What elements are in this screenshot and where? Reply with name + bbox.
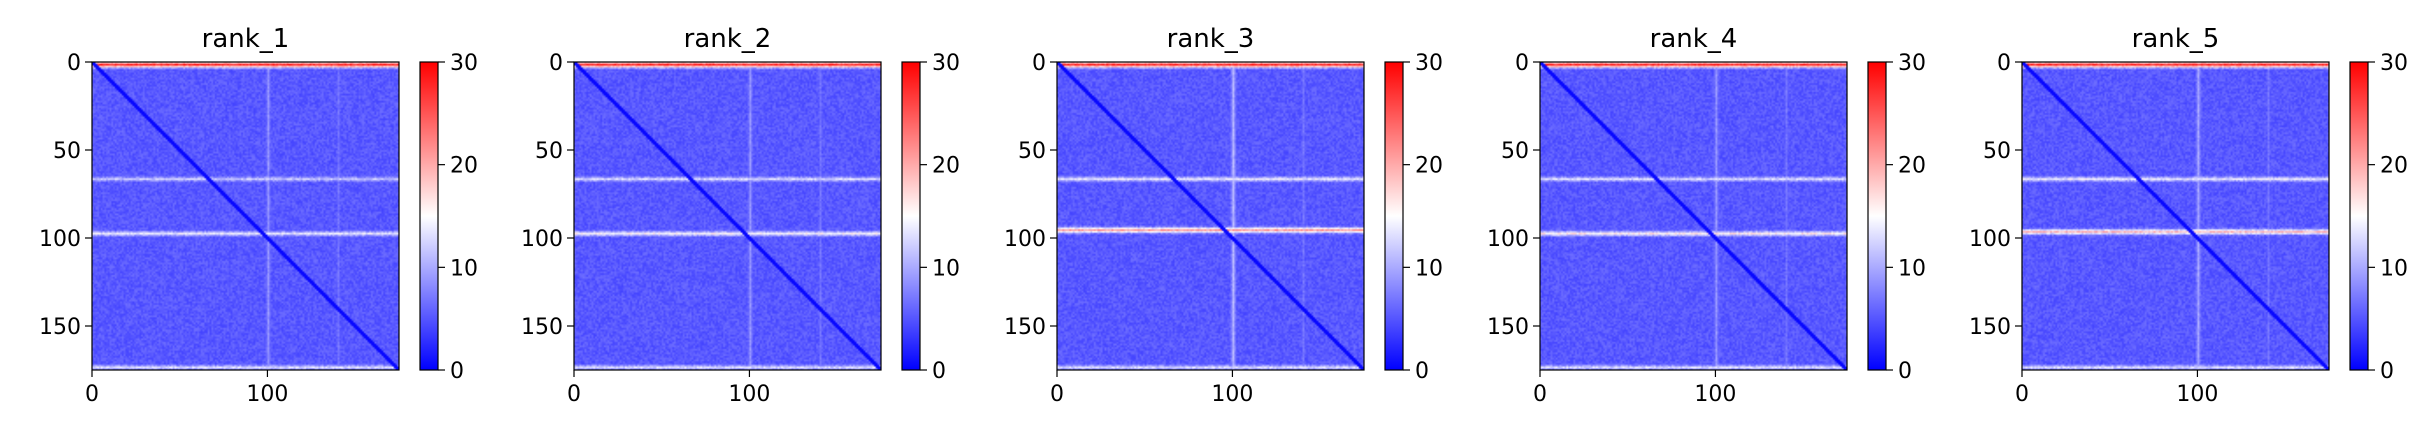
y-tick-label: 50 bbox=[1983, 139, 2011, 164]
colorbar-frame bbox=[1867, 61, 1887, 371]
colorbar bbox=[420, 62, 438, 370]
colorbar-tick-label: 0 bbox=[450, 359, 464, 384]
panel-4: rank_4 0 50 100 150 0 100 0 10 20 30 bbox=[1487, 24, 1926, 407]
panel-1: rank_1 0 50 100 150 0 100 0 10 20 30 bbox=[39, 24, 478, 407]
y-tick-label: 150 bbox=[521, 315, 563, 340]
colorbar-tick-label: 20 bbox=[1898, 154, 1926, 179]
colorbar-tick-label: 30 bbox=[1898, 51, 1926, 76]
y-tick-label: 50 bbox=[1501, 139, 1529, 164]
colorbar-frame bbox=[419, 61, 439, 371]
panel-5: rank_5 0 50 100 150 0 100 0 10 20 30 bbox=[1969, 24, 2408, 407]
heatmap-image bbox=[2022, 62, 2329, 370]
x-tick-label: 0 bbox=[567, 382, 581, 407]
y-tick-label: 150 bbox=[1969, 315, 2011, 340]
y-tick-label: 0 bbox=[1515, 51, 1529, 76]
panel-2: rank_2 0 50 100 150 0 100 0 10 20 30 bbox=[521, 24, 960, 407]
y-tick-label: 100 bbox=[1487, 227, 1529, 252]
y-tick-label: 0 bbox=[549, 51, 563, 76]
colorbar-frame bbox=[1384, 61, 1404, 371]
heatmap-image bbox=[92, 62, 399, 370]
colorbar-tick-label: 10 bbox=[932, 256, 960, 281]
heatmap-frame bbox=[573, 61, 882, 371]
y-tick-label: 100 bbox=[1004, 227, 1046, 252]
heatmap-image bbox=[574, 62, 881, 370]
y-tick-label: 0 bbox=[1997, 51, 2011, 76]
x-tick-label: 0 bbox=[2015, 382, 2029, 407]
colorbar-tick-label: 30 bbox=[1415, 51, 1443, 76]
x-tick-label: 100 bbox=[1694, 382, 1736, 407]
heatmap-frame bbox=[1539, 61, 1848, 371]
colorbar-tick-label: 0 bbox=[1415, 359, 1429, 384]
y-tick-label: 100 bbox=[521, 227, 563, 252]
colorbar-tick-label: 20 bbox=[450, 154, 478, 179]
colorbar-tick-label: 10 bbox=[450, 256, 478, 281]
x-tick-label: 100 bbox=[728, 382, 770, 407]
colorbar-tick-label: 10 bbox=[1415, 256, 1443, 281]
x-tick-label: 100 bbox=[2176, 382, 2218, 407]
y-tick-label: 150 bbox=[39, 315, 81, 340]
colorbar-tick-label: 30 bbox=[2380, 51, 2408, 76]
panel-title: rank_3 bbox=[1167, 24, 1255, 54]
colorbar-tick-label: 10 bbox=[1898, 256, 1926, 281]
colorbar-tick-label: 30 bbox=[932, 51, 960, 76]
colorbar-tick-label: 0 bbox=[2380, 359, 2394, 384]
colorbar bbox=[1385, 62, 1403, 370]
heatmap-image bbox=[1540, 62, 1847, 370]
x-tick-label: 100 bbox=[1211, 382, 1253, 407]
colorbar bbox=[902, 62, 920, 370]
x-tick-label: 0 bbox=[85, 382, 99, 407]
x-tick-label: 0 bbox=[1050, 382, 1064, 407]
colorbar-tick-label: 20 bbox=[2380, 154, 2408, 179]
colorbar-frame bbox=[901, 61, 921, 371]
heatmap-frame bbox=[2021, 61, 2330, 371]
heatmap-image bbox=[1057, 62, 1364, 370]
y-tick-label: 50 bbox=[1018, 139, 1046, 164]
panel-title: rank_4 bbox=[1650, 24, 1738, 54]
panel-title: rank_5 bbox=[2132, 24, 2220, 54]
colorbar-tick-label: 0 bbox=[932, 359, 946, 384]
colorbar bbox=[1868, 62, 1886, 370]
x-tick-label: 0 bbox=[1533, 382, 1547, 407]
y-tick-label: 150 bbox=[1004, 315, 1046, 340]
y-tick-label: 100 bbox=[39, 227, 81, 252]
y-tick-label: 0 bbox=[1032, 51, 1046, 76]
y-tick-label: 50 bbox=[53, 139, 81, 164]
y-tick-label: 150 bbox=[1487, 315, 1529, 340]
colorbar-tick-label: 20 bbox=[932, 154, 960, 179]
colorbar bbox=[2350, 62, 2368, 370]
y-tick-label: 100 bbox=[1969, 227, 2011, 252]
heatmap-frame bbox=[1056, 61, 1365, 371]
colorbar-tick-label: 0 bbox=[1898, 359, 1912, 384]
colorbar-tick-label: 30 bbox=[450, 51, 478, 76]
panel-3: rank_3 0 50 100 150 0 100 0 10 20 30 bbox=[1004, 24, 1443, 407]
colorbar-frame bbox=[2349, 61, 2369, 371]
colorbar-tick-label: 10 bbox=[2380, 256, 2408, 281]
panel-title: rank_1 bbox=[202, 24, 290, 54]
y-tick-label: 0 bbox=[67, 51, 81, 76]
colorbar-tick-label: 20 bbox=[1415, 154, 1443, 179]
panel-title: rank_2 bbox=[684, 24, 772, 54]
y-tick-label: 50 bbox=[535, 139, 563, 164]
x-tick-label: 100 bbox=[246, 382, 288, 407]
heatmap-frame bbox=[91, 61, 400, 371]
